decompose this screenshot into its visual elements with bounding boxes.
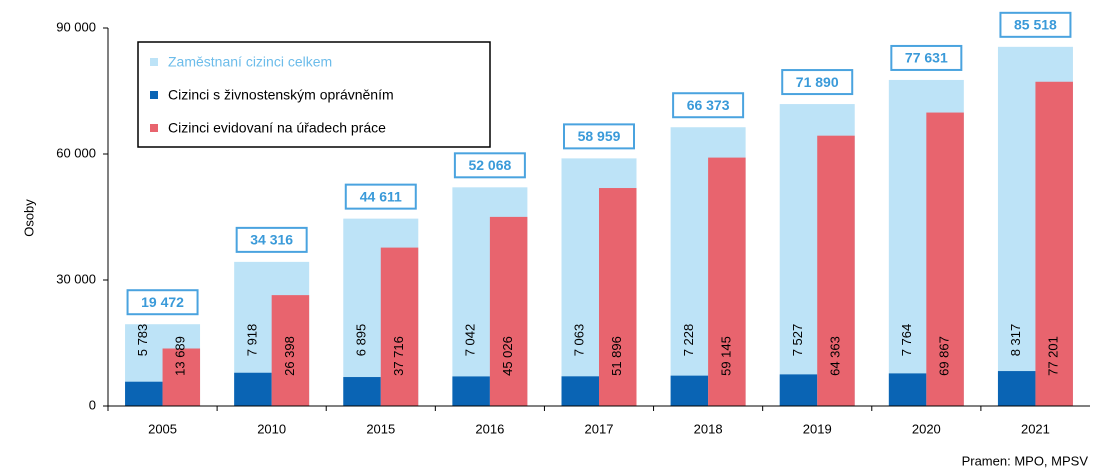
x-tick-label: 2016 (475, 421, 504, 436)
total-label-box (890, 44, 963, 71)
x-tick-label: 2019 (803, 421, 832, 436)
registered-bar (162, 348, 201, 406)
total-label-box (235, 226, 308, 253)
source: Pramen: MPO, MPSV (962, 453, 1089, 468)
legend-swatch (150, 58, 158, 66)
total-label: 44 611 (360, 188, 402, 204)
total-label: 52 068 (468, 157, 511, 173)
registered-label: 77 201 (1046, 336, 1061, 376)
x-tick-label: 2018 (694, 421, 723, 436)
registered-label: 64 363 (827, 336, 842, 376)
total-label: 34 316 (250, 232, 293, 248)
legend-swatch (150, 124, 158, 132)
registered-label: 59 145 (718, 336, 733, 376)
y-tick-label: 90 000 (56, 19, 96, 34)
self-employed-label: 7 042 (463, 324, 478, 357)
y-tick-label: 0 (89, 397, 96, 412)
self-employed-label: 7 228 (681, 324, 696, 357)
legend-box (137, 41, 491, 148)
registered-label: 45 026 (500, 336, 515, 376)
legend-swatch (150, 91, 158, 99)
self-employed-bar (888, 373, 927, 406)
y-axis-label: Osoby (21, 199, 36, 237)
total-label: 19 472 (141, 294, 184, 310)
registered-bar (489, 216, 528, 406)
y-tick-label: 30 000 (56, 271, 96, 286)
total-label-box (563, 123, 635, 150)
registered-label: 69 867 (937, 336, 952, 376)
self-employed-label: 7 527 (790, 324, 805, 357)
self-employed-bar (670, 375, 709, 406)
legend-text: Cizinci evidovaní na úřadech práce (168, 120, 386, 136)
registered-bar (1035, 81, 1073, 406)
total-label-box (999, 11, 1072, 38)
self-employed-bar (125, 381, 163, 406)
registered-label: 51 896 (609, 336, 624, 376)
self-employed-bar (561, 376, 599, 406)
x-tick-label: 2021 (1021, 421, 1050, 436)
self-employed-label: 7 063 (572, 324, 587, 357)
self-employed-bar (234, 372, 272, 406)
self-employed-bar (779, 374, 818, 406)
total-label: 77 631 (905, 50, 948, 66)
self-employed-label: 7 918 (244, 324, 259, 357)
legend-text: Cizinci s živnostenským oprávněním (168, 87, 394, 103)
registered-bar (817, 135, 855, 406)
registered-bar (271, 295, 310, 406)
total-label-box (781, 69, 854, 96)
self-employed-label: 8 317 (1008, 324, 1023, 357)
total-label-box (453, 152, 526, 179)
self-employed-label: 6 895 (353, 324, 368, 357)
x-tick-label: 2005 (148, 421, 177, 436)
registered-bar (380, 247, 419, 406)
registered-label: 37 716 (391, 336, 406, 376)
registered-label: 26 398 (282, 336, 297, 376)
total-label: 58 959 (578, 128, 621, 144)
x-tick-label: 2020 (912, 421, 941, 436)
self-employed-bar (997, 371, 1036, 406)
x-tick-label: 2010 (257, 421, 286, 436)
registered-bar (708, 157, 746, 406)
self-employed-bar (343, 377, 381, 406)
registered-bar (599, 188, 637, 406)
total-label: 85 518 (1014, 17, 1057, 33)
total-label-box (344, 183, 417, 210)
self-employed-bar (452, 376, 490, 406)
total-label-box (126, 289, 199, 316)
total-label: 66 373 (687, 97, 730, 113)
y-tick-label: 60 000 (56, 145, 96, 160)
self-employed-label: 7 764 (899, 324, 914, 357)
x-tick-label: 2017 (585, 421, 614, 436)
registered-bar (926, 112, 964, 407)
x-tick-label: 2015 (366, 421, 395, 436)
total-label: 71 890 (796, 74, 839, 90)
self-employed-label: 5 783 (135, 324, 150, 357)
registered-label: 13 689 (173, 336, 188, 376)
legend-text: Zaměstnaní cizinci celkem (168, 54, 332, 70)
total-label-box (672, 92, 745, 119)
